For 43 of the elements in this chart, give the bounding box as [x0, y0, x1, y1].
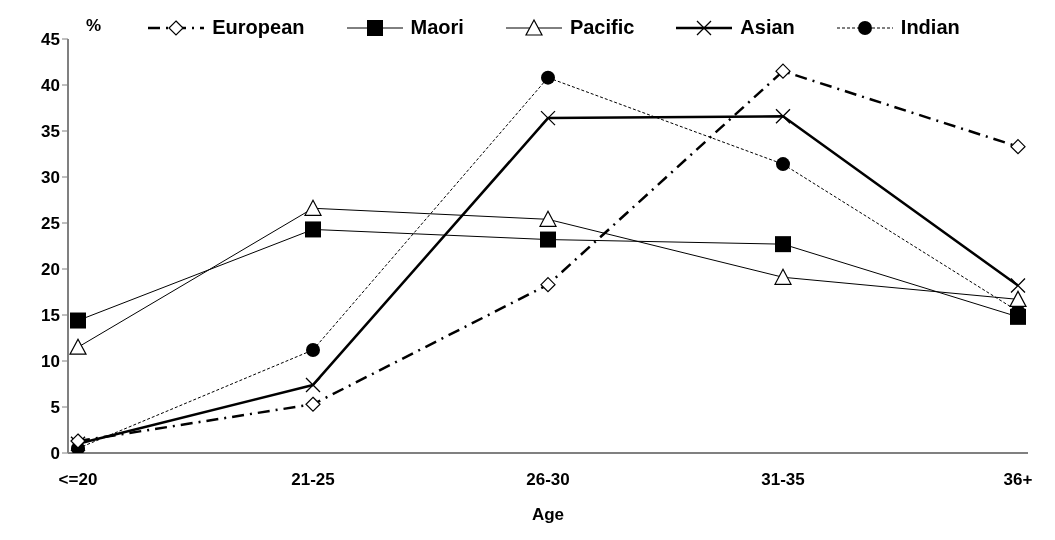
legend-label: Asian	[740, 16, 795, 39]
point	[541, 70, 555, 85]
point	[540, 231, 556, 248]
point	[775, 108, 791, 124]
point	[540, 277, 556, 293]
x-tick-label: 26-30	[526, 470, 570, 490]
point	[775, 236, 791, 253]
point	[70, 312, 86, 329]
y-tick-label: 15	[41, 306, 60, 326]
point	[305, 396, 321, 412]
legend-label: Pacific	[569, 16, 635, 39]
point	[69, 338, 87, 355]
y-tick-label: 0	[50, 444, 60, 464]
point	[305, 377, 321, 393]
y-tick-label: 10	[41, 352, 60, 372]
point	[304, 199, 322, 216]
x-axis-title: Age	[531, 505, 565, 524]
point	[539, 210, 557, 227]
x-tick-label: 36+	[1003, 470, 1033, 490]
point	[774, 268, 792, 285]
point	[1010, 277, 1026, 294]
legend-label: European	[212, 16, 305, 39]
y-tick-label: 35	[41, 122, 60, 142]
point	[540, 110, 556, 126]
y-tick-label: 5	[50, 398, 60, 418]
y-tick-label: 45	[41, 30, 60, 50]
point	[776, 157, 790, 172]
point	[1009, 290, 1027, 307]
x-tick-label: 21-25	[291, 470, 335, 490]
point	[775, 63, 791, 79]
y-tick-label: 25	[41, 214, 60, 234]
y-tick-label: 20	[41, 260, 60, 280]
x-tick-label: <=20	[58, 470, 98, 490]
y-tick-label: 40	[41, 76, 60, 96]
x-tick-label: 31-35	[761, 470, 805, 490]
y-axis-title: %	[86, 16, 102, 36]
point	[306, 342, 320, 357]
legend-label: Indian	[900, 16, 960, 39]
y-tick-label: 30	[41, 168, 60, 188]
point	[1010, 308, 1026, 325]
legend-label: Maori	[410, 16, 464, 39]
point	[305, 221, 321, 238]
point	[1010, 139, 1026, 155]
